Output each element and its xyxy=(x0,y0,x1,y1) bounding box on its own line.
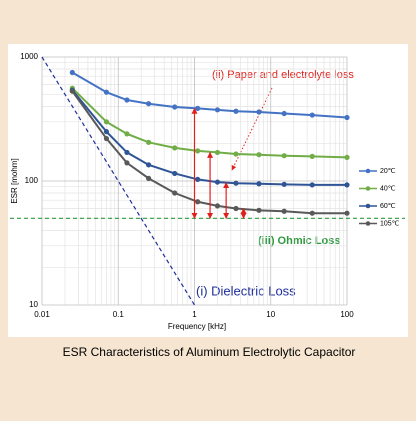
data-point xyxy=(145,101,152,107)
annotation: (iii) Ohmic Loss xyxy=(258,235,341,247)
data-point xyxy=(172,170,178,177)
x-tick-label: 0.1 xyxy=(113,310,125,319)
data-point xyxy=(195,176,201,183)
data-point xyxy=(281,110,287,117)
data-point xyxy=(69,88,75,94)
data-point xyxy=(233,205,239,212)
x-tick-label: 10 xyxy=(266,310,275,319)
data-point xyxy=(281,208,287,214)
legend-marker xyxy=(365,221,371,226)
data-point xyxy=(214,107,221,113)
data-point xyxy=(309,153,315,159)
x-tick-label: 1 xyxy=(192,310,197,319)
data-point xyxy=(233,180,239,186)
data-point xyxy=(256,152,262,158)
data-point xyxy=(103,89,110,95)
data-point xyxy=(344,182,350,188)
data-point xyxy=(309,210,315,216)
data-point xyxy=(256,207,262,213)
data-point xyxy=(233,108,239,114)
pointer-arrow xyxy=(231,87,273,171)
x-axis-label: Frequency [kHz] xyxy=(168,322,226,331)
y-tick-label: 1000 xyxy=(20,52,38,61)
legend-marker xyxy=(365,203,371,209)
data-point xyxy=(103,119,110,125)
data-point xyxy=(344,154,350,160)
data-point xyxy=(214,203,221,209)
data-point xyxy=(281,181,287,187)
annotation: (ii) Paper and electrolyte loss xyxy=(212,69,354,81)
data-point xyxy=(172,190,178,196)
data-point xyxy=(172,145,178,151)
data-point xyxy=(103,129,110,135)
data-point xyxy=(214,179,221,185)
data-point xyxy=(145,162,152,168)
data-point xyxy=(195,199,201,205)
data-point xyxy=(145,139,152,145)
series-line xyxy=(71,71,348,119)
data-point xyxy=(233,151,239,157)
data-point xyxy=(195,105,201,112)
data-point xyxy=(344,114,350,121)
data-point xyxy=(256,181,262,187)
data-point xyxy=(69,69,75,76)
x-tick-label: 100 xyxy=(340,310,354,319)
data-point xyxy=(256,109,262,115)
annotation: (i) Dielectric Loss xyxy=(196,283,296,298)
data-point xyxy=(214,149,221,156)
data-point xyxy=(172,104,178,110)
data-point xyxy=(124,149,130,156)
legend-label: 20℃ xyxy=(380,168,396,175)
legend-label: 40℃ xyxy=(380,185,396,192)
legend-label: 60℃ xyxy=(380,203,396,210)
y-tick-label: 10 xyxy=(29,300,38,309)
data-point xyxy=(124,131,130,137)
data-point xyxy=(124,160,130,166)
x-tick-label: 0.01 xyxy=(34,310,50,319)
y-tick-label: 100 xyxy=(25,176,39,185)
data-point xyxy=(103,135,110,142)
data-point xyxy=(344,210,350,216)
data-point xyxy=(124,97,130,103)
data-point xyxy=(309,112,315,118)
series-line xyxy=(71,87,348,159)
caption: ESR Characteristics of Aluminum Electrol… xyxy=(63,345,356,359)
y-axis-label: ESR [mohm] xyxy=(10,158,19,203)
data-point xyxy=(309,182,315,188)
legend-marker xyxy=(365,186,371,191)
data-point xyxy=(281,153,287,159)
legend-label: 105℃ xyxy=(380,220,400,227)
legend-marker xyxy=(365,168,371,174)
data-point xyxy=(145,175,152,181)
data-point xyxy=(195,148,201,154)
